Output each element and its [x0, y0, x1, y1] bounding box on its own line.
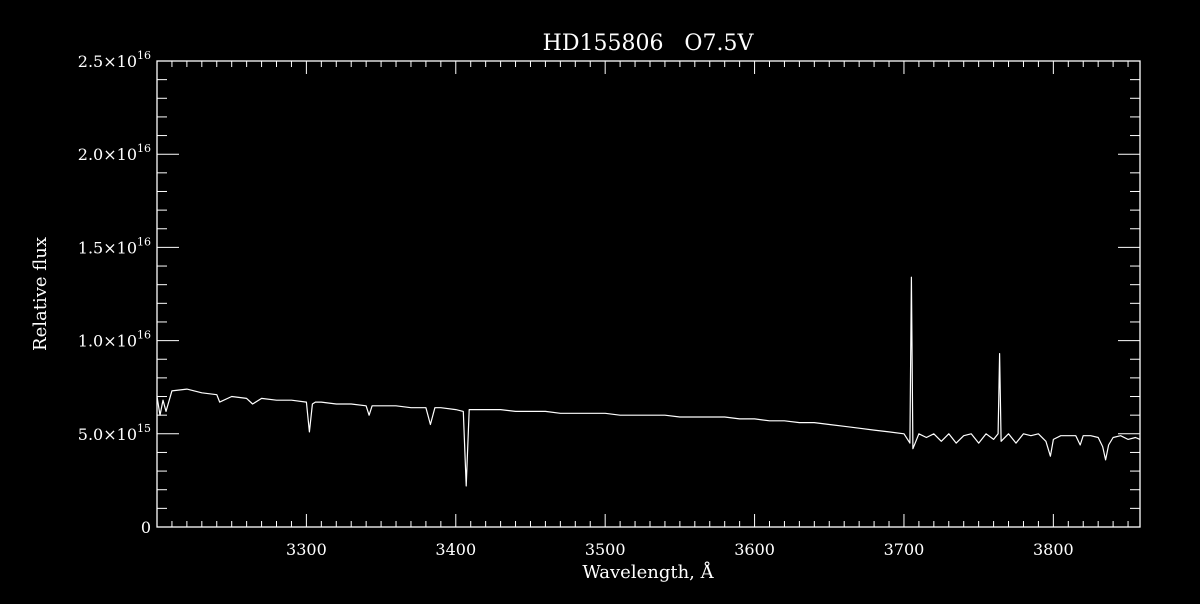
- y-tick-label: 1.5×1016: [78, 235, 151, 257]
- y-tick-label: 1.0×1016: [78, 329, 151, 351]
- chart-title: HD155806 O7.5V: [543, 31, 755, 56]
- axis-tick-labels: 3300 3400 3500 3600 3700 3800 0 5.0×1015 1.0×101…: [78, 49, 1074, 559]
- axis-ticks: [156, 60, 1140, 528]
- y-axis-label: Relative flux: [30, 237, 51, 351]
- x-axis-label: Wavelength, Å: [582, 561, 714, 583]
- series-line: [156, 276, 1141, 487]
- x-tick-label: 3800: [1033, 540, 1074, 559]
- y-tick-label: 2.5×1016: [78, 49, 151, 71]
- x-tick-label: 3400: [435, 540, 476, 559]
- y-tick-label: 0: [141, 518, 151, 537]
- series-layer: [156, 276, 1141, 487]
- x-tick-label: 3600: [734, 540, 775, 559]
- x-tick-label: 3300: [286, 540, 327, 559]
- y-tick-label: 5.0×1015: [78, 422, 151, 444]
- x-tick-label: 3500: [585, 540, 626, 559]
- plot-frame: [156, 60, 1141, 528]
- x-tick-label: 3700: [884, 540, 925, 559]
- y-tick-label: 2.0×1016: [78, 142, 151, 164]
